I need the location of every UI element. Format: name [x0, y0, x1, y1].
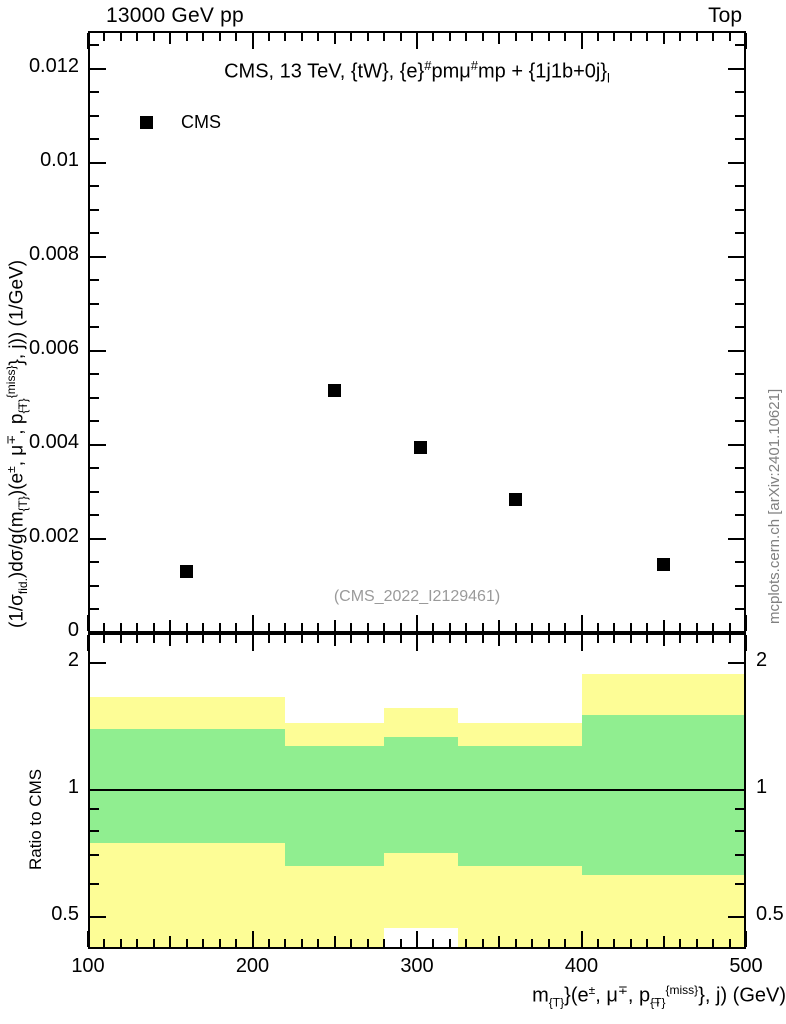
- title-mid: pmμ: [431, 60, 471, 83]
- xlab-p2: }(e: [564, 984, 589, 1007]
- xlab-p1: m: [532, 984, 549, 1007]
- legend-marker-square: [140, 116, 153, 129]
- data-point-marker: [509, 492, 523, 506]
- xlab-s1: {T}: [548, 995, 565, 1010]
- ratio-inner-band-bin: [285, 745, 385, 867]
- title-sup-2: #: [470, 58, 479, 73]
- main-plot-panel: [88, 31, 746, 633]
- data-point-marker: [180, 564, 194, 578]
- header-category: Top: [708, 4, 742, 27]
- legend-label-cms: CMS: [181, 112, 221, 132]
- plot-title: CMS, 13 TeV, {tW}, {e}#pmμ#mp + {1j1b+0j…: [88, 58, 746, 86]
- data-point-marker: [328, 383, 342, 397]
- data-point-marker: [657, 557, 671, 571]
- title-sup-1: #: [424, 58, 432, 73]
- ratio-plot-panel: [88, 633, 746, 949]
- xlab-p4: , p: [627, 984, 651, 1007]
- xlab-s5: {miss}: [665, 983, 699, 997]
- x-axis-label: m{T}}(e±, μ∓, p → {T}{miss}}, j) (GeV): [532, 983, 786, 1010]
- xlab-s3: ∓: [617, 983, 628, 997]
- header-collision-energy: 13000 GeV pp: [106, 4, 244, 27]
- data-point-marker: [413, 440, 427, 454]
- analysis-id-watermark: (CMS_2022_I2129461): [333, 588, 501, 605]
- title-sub-1: l: [607, 70, 610, 86]
- xlab-p3: , μ: [595, 984, 618, 1007]
- title-mid-2: mp + {1j1b+0j}: [478, 60, 608, 83]
- ratio-inner-band-bin: [581, 715, 744, 875]
- xlab-s2: ±: [588, 983, 596, 997]
- ratio-inner-band-bin: [384, 737, 459, 853]
- title-prefix: CMS, 13 TeV, {tW}, {e}: [224, 60, 425, 83]
- legend[interactable]: CMS: [140, 112, 221, 133]
- ratio-inner-band-bin: [90, 729, 286, 843]
- xlab-s4: {T}: [650, 995, 666, 1010]
- ratio-unity-line: [90, 788, 744, 791]
- ratio-inner-band-bin: [458, 745, 582, 867]
- xlab-p5: }, j) (GeV): [698, 984, 786, 1007]
